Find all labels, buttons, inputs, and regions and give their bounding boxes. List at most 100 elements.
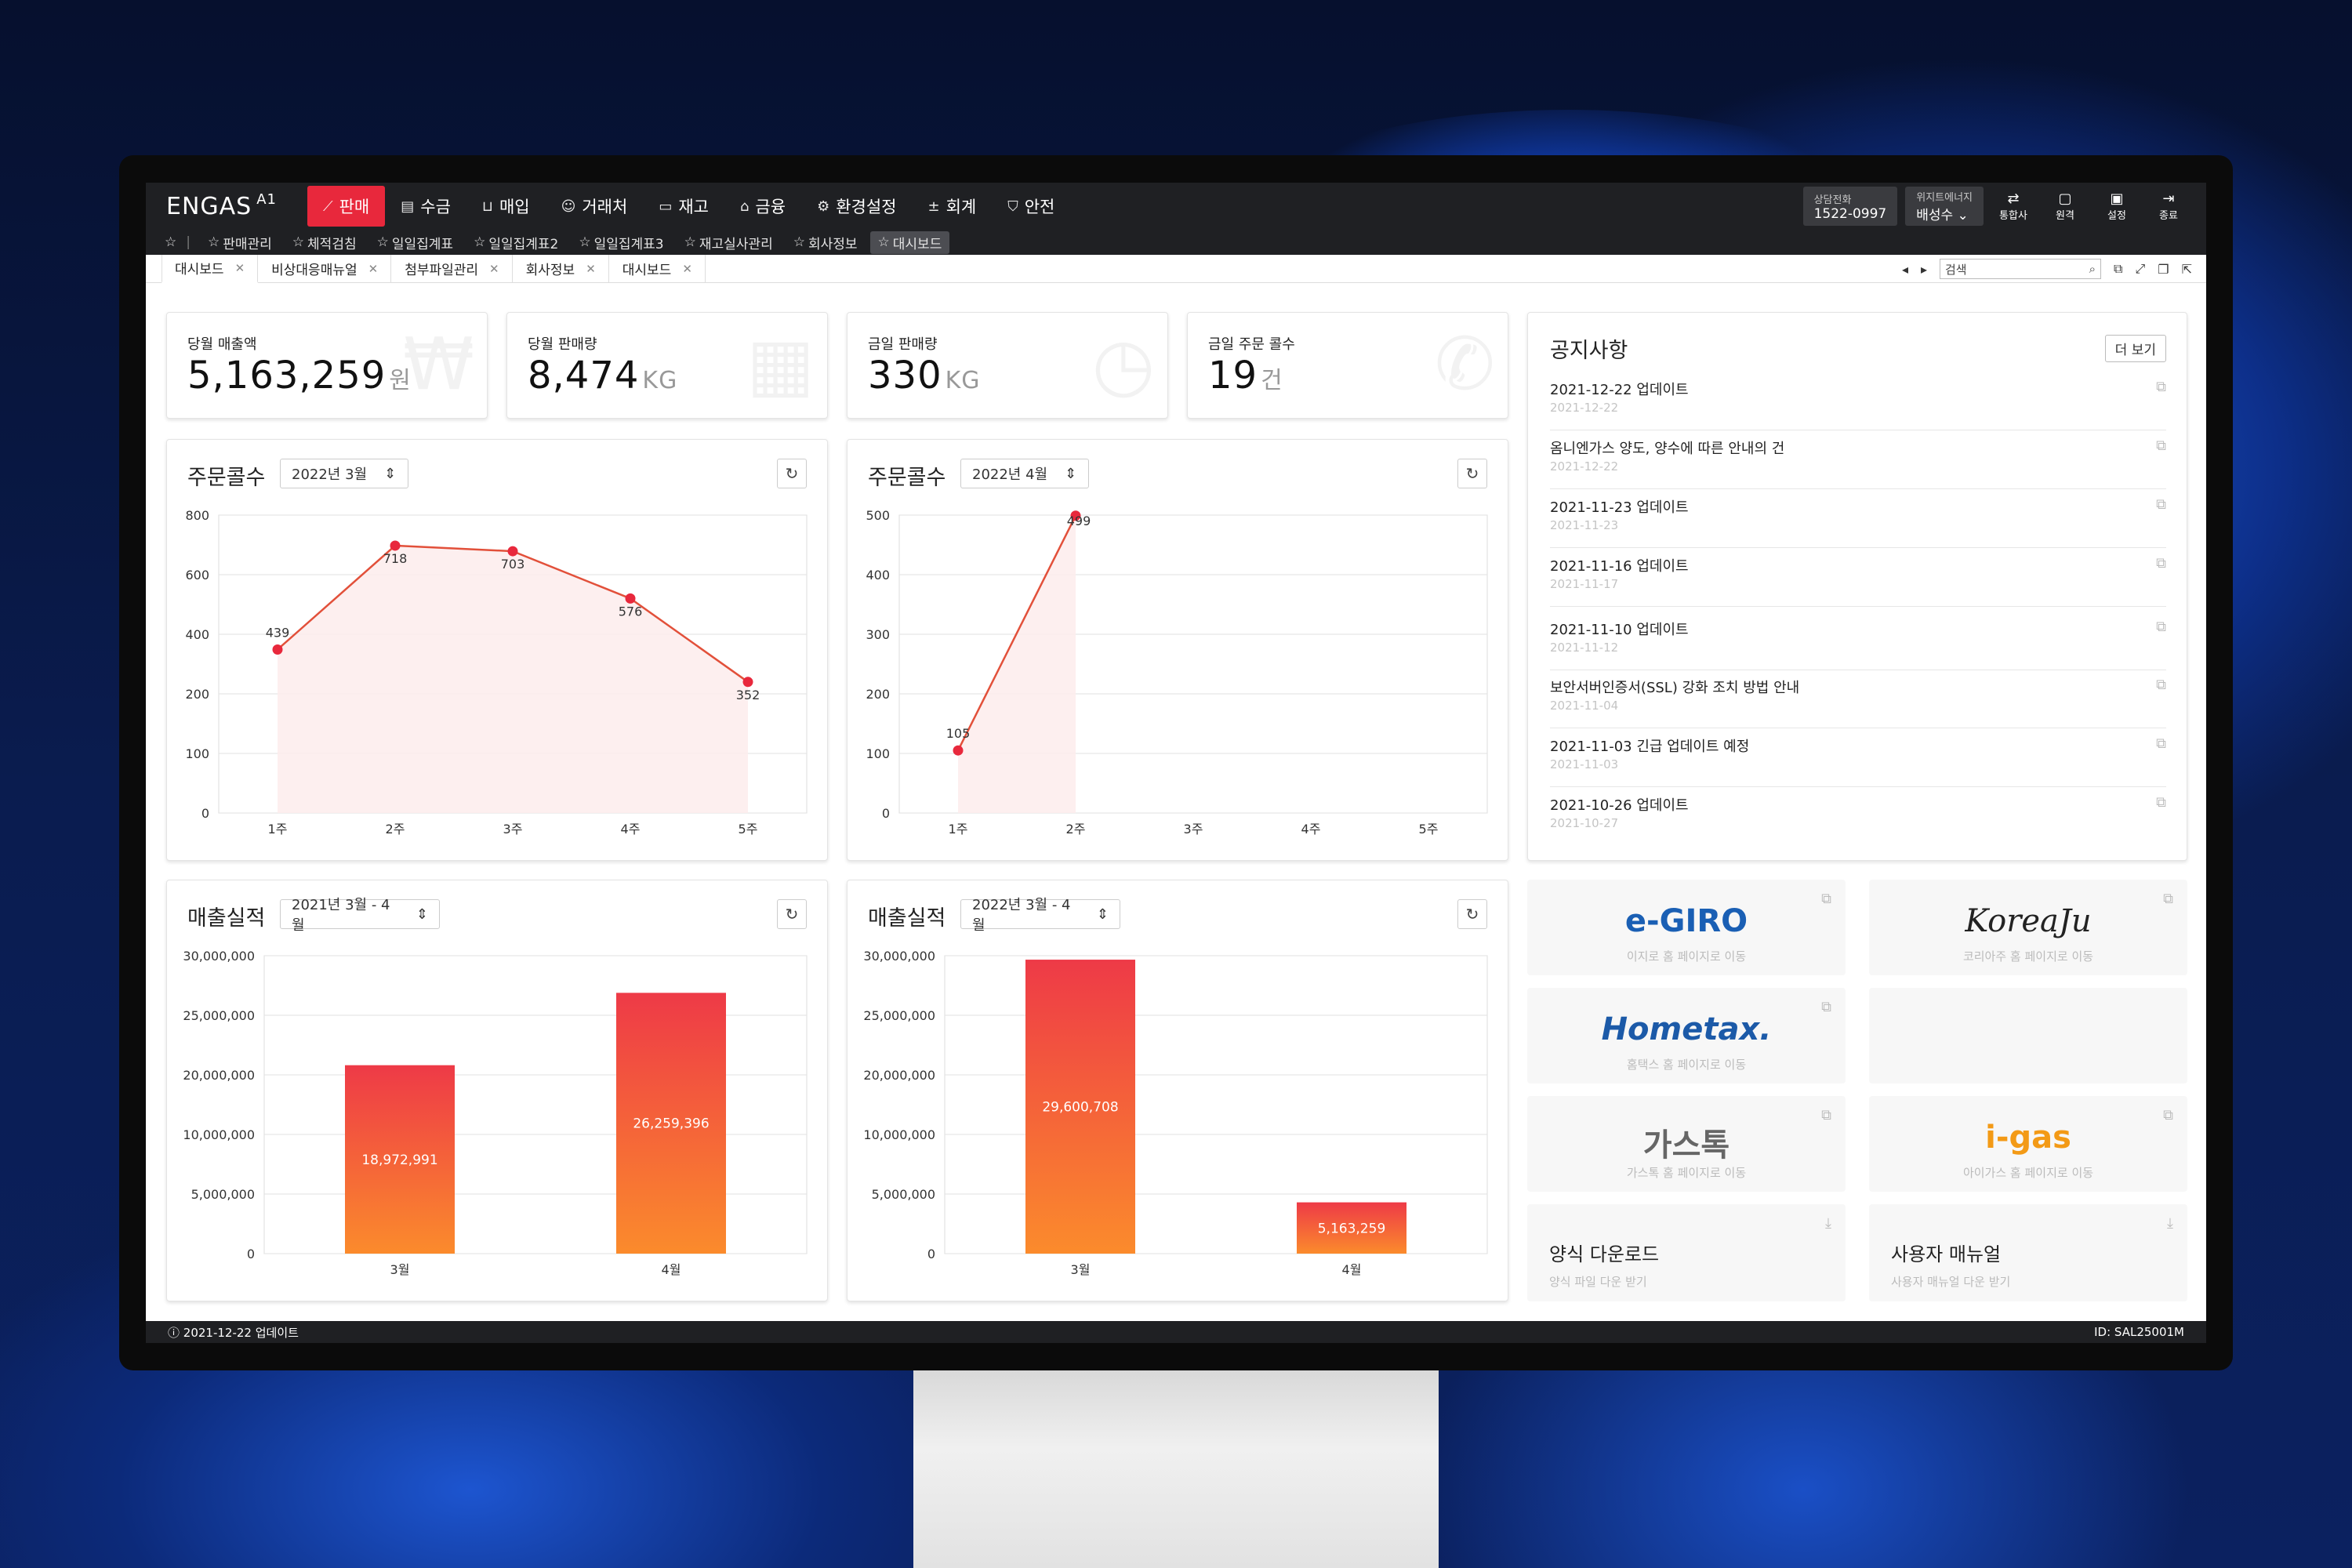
- notice-item[interactable]: 2021-11-03 긴급 업데이트 예정 2021-11-03 ⧉: [1550, 729, 2166, 787]
- menu-inventory[interactable]: ▭ 재고: [659, 198, 709, 216]
- refresh-button[interactable]: ↻: [1457, 459, 1487, 488]
- notice-item-title[interactable]: 2021-11-16 업데이트: [1550, 558, 1689, 575]
- fav-item[interactable]: ☆ 회사정보: [793, 234, 858, 252]
- fav-item[interactable]: ☆ 일일집계표2: [474, 234, 559, 252]
- close-icon[interactable]: ✕: [682, 261, 692, 276]
- tab-dashboard[interactable]: 대시보드 ✕: [162, 254, 259, 283]
- refresh-button[interactable]: ↻: [777, 899, 807, 929]
- period-select[interactable]: 2022년 4월 ⇕: [960, 459, 1089, 488]
- fav-item[interactable]: ☆ 판매관리: [207, 234, 272, 252]
- download-forms[interactable]: 양식 다운로드 양식 파일 다운 받기 ⤓: [1527, 1204, 1846, 1301]
- link-egiro[interactable]: e-GIRO 이지로 홈 페이지로 이동 ⧉: [1527, 880, 1846, 975]
- tab-dashboard-2[interactable]: 대시보드 ✕: [609, 254, 706, 283]
- next-icon[interactable]: ▸: [1920, 261, 1927, 277]
- menu-accounting[interactable]: ± 회계: [927, 198, 977, 216]
- fav-item[interactable]: ☆ 체적검침: [292, 234, 357, 252]
- resize-icon[interactable]: ⤢: [2135, 261, 2146, 276]
- refresh-button[interactable]: ↻: [1457, 899, 1487, 929]
- download-icon[interactable]: ⤓: [1825, 1215, 1831, 1232]
- external-link-icon[interactable]: ⧉: [2163, 891, 2173, 907]
- external-link-icon[interactable]: ⧉: [2156, 496, 2166, 513]
- external-link-icon[interactable]: ⧉: [2156, 555, 2166, 572]
- favorites-star-icon[interactable]: ☆: [165, 234, 177, 250]
- notice-item-title[interactable]: 보안서버인증서(SSL) 강화 조치 방법 안내: [1550, 680, 1800, 696]
- external-link-icon[interactable]: ⧉: [2156, 794, 2166, 811]
- top-right-tools: 상담전화 1522-0997 위지트에너지 배성수 ⌄ ⇄ 통합사 ▢ 원격 ▣ 설정 ⇥…: [1802, 183, 2190, 230]
- tab-attachments[interactable]: 첨부파일관리 ✕: [391, 254, 513, 283]
- external-link-icon[interactable]: ⧉: [1821, 999, 1831, 1015]
- notice-item-title[interactable]: 2021-10-26 업데이트: [1550, 797, 1689, 814]
- tab-emergency-manual[interactable]: 비상대응매뉴얼 ✕: [258, 254, 392, 283]
- search-input[interactable]: 검색 ⌕: [1940, 259, 2101, 279]
- menu-finance[interactable]: ⌂ 금융: [739, 198, 786, 216]
- integrated-button[interactable]: ⇄ 통합사: [1999, 190, 2027, 222]
- kpi-label: 당월 판매량: [528, 336, 597, 353]
- external-link-icon[interactable]: ⧉: [2156, 379, 2166, 395]
- y-tick-label: 25,000,000: [183, 1008, 255, 1023]
- notice-item[interactable]: 옴니엔가스 양도, 양수에 따른 안내의 건 2021-12-22 ⧉: [1550, 431, 2166, 489]
- revenue-card-2: 매출실적 2022년 3월 - 4월 ⇕ ↻ 0 5,000,000 10,000,0…: [847, 880, 1508, 1301]
- data-label: 105: [946, 726, 971, 741]
- external-link-icon[interactable]: ⧉: [2156, 437, 2166, 454]
- menu-purchase[interactable]: ⊔ 매입: [481, 198, 530, 216]
- notice-item[interactable]: 2021-10-26 업데이트 2021-10-27 ⧉: [1550, 788, 2166, 846]
- windows-icon[interactable]: ❐: [2158, 261, 2169, 277]
- menu-collection[interactable]: ▤ 수금: [401, 198, 451, 216]
- notice-item[interactable]: 보안서버인증서(SSL) 강화 조치 방법 안내 2021-11-04 ⧉: [1550, 670, 2166, 728]
- external-link-icon[interactable]: ⧉: [1821, 1107, 1831, 1123]
- remote-button[interactable]: ▢ 원격: [2056, 190, 2074, 222]
- link-koreaju[interactable]: KoreaJu 코리아주 홈 페이지로 이동 ⧉: [1869, 880, 2187, 975]
- download-icon[interactable]: ⤓: [2167, 1215, 2173, 1232]
- close-icon[interactable]: ✕: [586, 261, 596, 276]
- menu-clients[interactable]: ☺ 거래처: [561, 198, 628, 216]
- popout-icon[interactable]: ⧉: [2114, 261, 2123, 276]
- external-icon[interactable]: ⇱: [2181, 261, 2192, 277]
- more-button[interactable]: 더 보기: [2104, 335, 2166, 362]
- refresh-button[interactable]: ↻: [777, 459, 807, 488]
- notice-item-date: 2021-11-12: [1550, 641, 1619, 655]
- notice-item[interactable]: 2021-11-23 업데이트 2021-11-23 ⧉: [1550, 490, 2166, 548]
- notice-item-title[interactable]: 2021-12-22 업데이트: [1550, 382, 1689, 398]
- fav-item[interactable]: ☆ 일일집계표3: [579, 234, 664, 252]
- user-menu[interactable]: 위지트에너지 배성수 ⌄: [1905, 187, 1984, 226]
- period-select[interactable]: 2021년 3월 - 4월 ⇕: [280, 897, 440, 934]
- menu-sales[interactable]: ⟋ 판매: [307, 186, 386, 227]
- prev-icon[interactable]: ◂: [1901, 261, 1908, 277]
- link-igas[interactable]: i-gas 아이가스 홈 페이지로 이동 ⧉: [1869, 1096, 2187, 1192]
- settings-button[interactable]: ▣ 설정: [2107, 190, 2126, 222]
- notice-item[interactable]: 2021-11-16 업데이트 2021-11-17 ⧉: [1550, 549, 2166, 607]
- clock-calendar-icon: ◷: [1091, 322, 1155, 406]
- external-link-icon[interactable]: ⧉: [1821, 891, 1831, 907]
- link-gastalk[interactable]: 가스톡 가스톡 홈 페이지로 이동 ⧉: [1527, 1096, 1846, 1192]
- app-logo[interactable]: ENGAS A1: [166, 191, 277, 220]
- notice-item-title[interactable]: 2021-11-03 긴급 업데이트 예정: [1550, 739, 1750, 755]
- external-link-icon[interactable]: ⧉: [2156, 735, 2166, 752]
- external-link-icon[interactable]: ⧉: [2156, 677, 2166, 693]
- y-tick-label: 100: [185, 746, 209, 761]
- notice-item-title[interactable]: 2021-11-10 업데이트: [1550, 622, 1689, 638]
- notice-item[interactable]: 2021-12-22 업데이트 2021-12-22 ⧉: [1550, 372, 2166, 430]
- area-fill: [278, 545, 748, 813]
- exit-button[interactable]: ⇥ 종료: [2159, 190, 2178, 222]
- fav-item-active[interactable]: ☆ 대시보드: [869, 230, 950, 254]
- notice-item[interactable]: 2021-11-10 업데이트 2021-11-12 ⧉: [1550, 608, 2166, 670]
- notice-item-title[interactable]: 옴니엔가스 양도, 양수에 따른 안내의 건: [1550, 441, 1785, 457]
- notice-item-title[interactable]: 2021-11-23 업데이트: [1550, 499, 1689, 516]
- fav-item[interactable]: ☆ 재고실사관리: [684, 234, 773, 252]
- tab-company-info[interactable]: 회사정보 ✕: [513, 254, 609, 283]
- period-select[interactable]: 2022년 3월 ⇕: [280, 459, 408, 488]
- menu-settings[interactable]: ⚙ 환경설정: [817, 198, 897, 216]
- menu-safety[interactable]: ⛉ 안전: [1007, 198, 1055, 216]
- close-icon[interactable]: ✕: [368, 261, 379, 276]
- close-icon[interactable]: ✕: [489, 261, 499, 276]
- close-icon[interactable]: ✕: [234, 260, 245, 275]
- search-icon[interactable]: ⌕: [2089, 262, 2096, 276]
- top-nav-bar: ENGAS A1 ⟋ 판매 ▤ 수금 ⊔ 매입 ☺ 거래처 ▭ 재고 ⌂ 금융 ⚙ 환경설정 ±…: [146, 183, 2206, 230]
- period-select[interactable]: 2022년 3월 - 4월 ⇕: [960, 897, 1120, 934]
- download-manual[interactable]: 사용자 매뉴얼 사용자 매뉴얼 다운 받기 ⤓: [1869, 1204, 2187, 1301]
- kpi-label: 당월 매출액: [187, 336, 257, 353]
- external-link-icon[interactable]: ⧉: [2156, 619, 2166, 635]
- link-hometax[interactable]: Hometax. 홈택스 홈 페이지로 이동 ⧉: [1527, 988, 1846, 1083]
- external-link-icon[interactable]: ⧉: [2163, 1107, 2173, 1123]
- fav-item[interactable]: ☆ 일일집계표: [376, 234, 454, 252]
